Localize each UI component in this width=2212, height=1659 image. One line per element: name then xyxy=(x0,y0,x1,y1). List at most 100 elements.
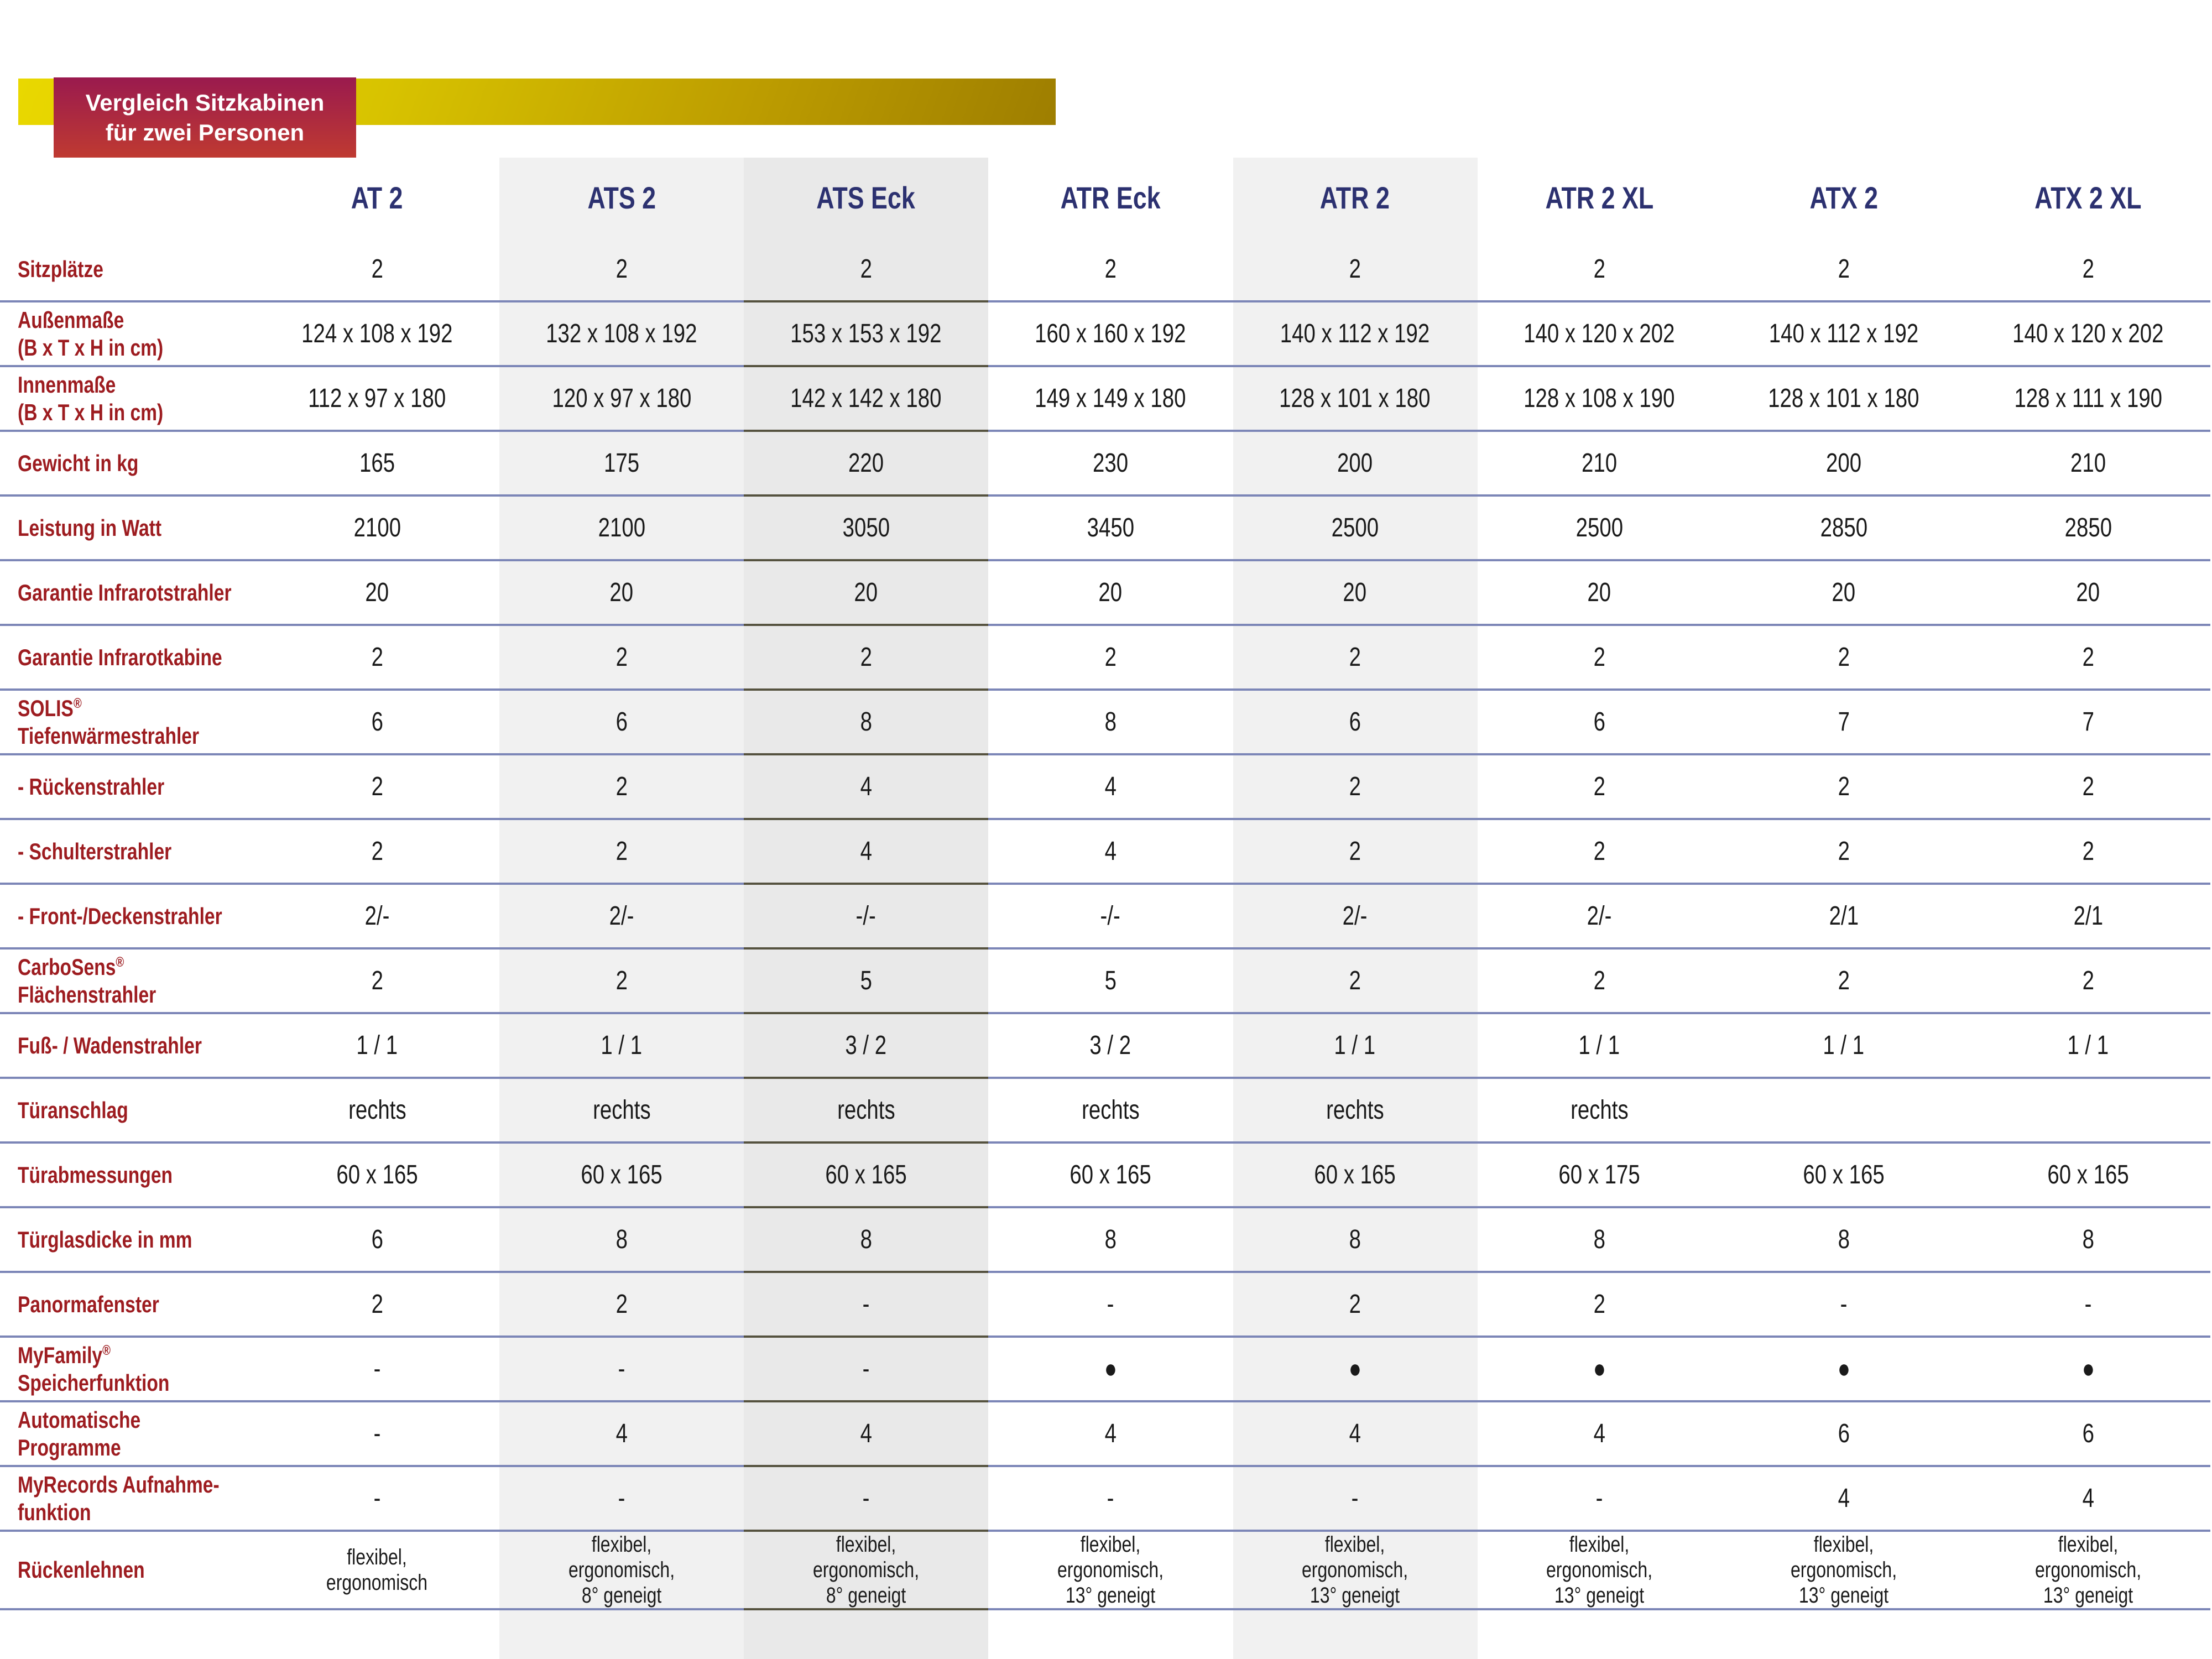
table-cell: 2850 xyxy=(1966,495,2210,561)
table-cell: 2/- xyxy=(255,884,499,950)
table-cell: 3450 xyxy=(988,495,1233,561)
table-cell: 2/1 xyxy=(1966,884,2210,950)
table-cell: 4 xyxy=(988,819,1233,885)
table-cell: 128 x 111 x 190 xyxy=(1966,366,2210,432)
table-cell: - xyxy=(255,1337,499,1402)
table-row: Außenmaße (B x T x H in cm) 124 x 108 x … xyxy=(0,301,2210,367)
table-cell: 1 / 1 xyxy=(255,1013,499,1079)
table-cell: 2 xyxy=(255,819,499,885)
table-cell: 160 x 160 x 192 xyxy=(988,301,1233,367)
table-cell: 2 xyxy=(255,238,499,302)
table-cell: 2 xyxy=(1721,819,1966,885)
table-cell: 2100 xyxy=(499,495,744,561)
table-cell: 153 x 153 x 192 xyxy=(744,301,988,367)
row-label: Rückenlehnen xyxy=(0,1531,255,1610)
table-row: Fuß- / Wadenstrahler 1 / 1 1 / 1 3 / 2 3… xyxy=(0,1013,2210,1079)
table-cell: flexibel, ergonomisch xyxy=(255,1531,499,1610)
table-cell: 165 xyxy=(255,431,499,497)
column-header-at2: AT 2 xyxy=(351,180,403,215)
table-cell: - xyxy=(1721,1272,1966,1338)
table-cell: 2 xyxy=(988,238,1233,302)
table-cell: 2500 xyxy=(1233,495,1477,561)
row-label-column-header xyxy=(0,158,255,238)
table-cell: - xyxy=(1233,1466,1477,1532)
row-label: Garantie Infrarotstrahler xyxy=(0,560,255,626)
table-cell: 128 x 101 x 180 xyxy=(1233,366,1477,432)
table-cell: 2 xyxy=(744,625,988,691)
column-header-atreck: ATR Eck xyxy=(1060,180,1161,215)
table-cell: 2 xyxy=(255,625,499,691)
table-row: Rückenlehnen flexibel, ergonomisch flexi… xyxy=(0,1531,2210,1610)
table-cell: rechts xyxy=(988,1078,1233,1144)
table-cell: - xyxy=(744,1466,988,1532)
table-cell: rechts xyxy=(744,1078,988,1144)
page-title: Vergleich Sitzkabinen für zwei Personen xyxy=(54,77,356,158)
table-cell: - xyxy=(1477,1466,1721,1532)
row-label: Automatische Programme xyxy=(0,1401,255,1467)
table-cell: 3050 xyxy=(744,495,988,561)
table-cell: 128 x 108 x 190 xyxy=(1477,366,1721,432)
table-cell: flexibel, ergonomisch, 13° geneigt xyxy=(1966,1531,2210,1610)
table-cell: 2 xyxy=(255,948,499,1014)
table-cell: - xyxy=(255,1466,499,1532)
table-cell: rechts xyxy=(1233,1078,1477,1144)
column-header-atr2xl: ATR 2 XL xyxy=(1545,180,1653,215)
table-cell: 60 x 165 xyxy=(1233,1142,1477,1208)
table-row: Panormafenster 2 2 - - 2 2 - - xyxy=(0,1272,2210,1338)
table-cell: 8 xyxy=(988,1207,1233,1273)
table-cell: 1 / 1 xyxy=(499,1013,744,1079)
row-label: - Schulterstrahler xyxy=(0,819,255,885)
table-row: Leistung in Watt 2100 2100 3050 3450 250… xyxy=(0,495,2210,561)
table-cell: flexibel, ergonomisch, 13° geneigt xyxy=(1233,1531,1477,1610)
table-row: Garantie Infrarotstrahler 20 20 20 20 20… xyxy=(0,560,2210,626)
table-cell: 8 xyxy=(744,1207,988,1273)
table-cell: 5 xyxy=(744,948,988,1014)
row-label: Innenmaße (B x T x H in cm) xyxy=(0,366,255,432)
comparison-table: AT 2 ATS 2 ATS Eck ATR Eck ATR 2 ATR 2 X… xyxy=(0,158,2210,1610)
table-cell: 2 xyxy=(1966,819,2210,885)
table-cell: -/- xyxy=(744,884,988,950)
table-cell: 6 xyxy=(1721,1401,1966,1467)
table-row: Türabmessungen 60 x 165 60 x 165 60 x 16… xyxy=(0,1142,2210,1208)
table-cell: 6 xyxy=(1966,1401,2210,1467)
table-cell: 128 x 101 x 180 xyxy=(1721,366,1966,432)
table-cell: - xyxy=(499,1337,744,1402)
table-cell: 140 x 112 x 192 xyxy=(1233,301,1477,367)
table-cell: 2 xyxy=(499,238,744,302)
table-cell: 20 xyxy=(1233,560,1477,626)
table-cell: 4 xyxy=(744,819,988,885)
row-label: Panormafenster xyxy=(0,1272,255,1338)
table-cell: 2 xyxy=(499,625,744,691)
table-cell: 20 xyxy=(1477,560,1721,626)
table-cell: ● xyxy=(988,1337,1233,1402)
table-cell: 2500 xyxy=(1477,495,1721,561)
table-cell: 2 xyxy=(744,238,988,302)
table-cell: - xyxy=(744,1272,988,1338)
row-label: Fuß- / Wadenstrahler xyxy=(0,1013,255,1079)
table-row: Sitzplätze 2 2 2 2 2 2 2 2 xyxy=(0,238,2210,302)
row-label: MyFamily® Speicherfunktion xyxy=(0,1337,255,1402)
table-row: - Rückenstrahler 2 2 4 4 2 2 2 2 xyxy=(0,754,2210,820)
table-cell: 60 x 165 xyxy=(255,1142,499,1208)
table-row: Türglasdicke in mm 6 8 8 8 8 8 8 8 xyxy=(0,1207,2210,1273)
table-cell: 140 x 112 x 192 xyxy=(1721,301,1966,367)
table-row: Garantie Infrarotkabine 2 2 2 2 2 2 2 2 xyxy=(0,625,2210,691)
row-label: Türabmessungen xyxy=(0,1142,255,1208)
table-cell: 2 xyxy=(1721,238,1966,302)
row-label: Außenmaße (B x T x H in cm) xyxy=(0,301,255,367)
table-cell: 1 / 1 xyxy=(1233,1013,1477,1079)
table-cell: 2 xyxy=(988,625,1233,691)
table-cell: 60 x 165 xyxy=(1966,1142,2210,1208)
row-label: MyRecords Aufnahme- funktion xyxy=(0,1466,255,1532)
table-cell: 8 xyxy=(988,690,1233,755)
table-cell: 8 xyxy=(1477,1207,1721,1273)
table-cell: 2/- xyxy=(1477,884,1721,950)
table-cell: 5 xyxy=(988,948,1233,1014)
table-cell: - xyxy=(988,1466,1233,1532)
table-row: Automatische Programme - 4 4 4 4 4 6 6 xyxy=(0,1401,2210,1467)
row-label: SOLIS® Tiefenwärmestrahler xyxy=(0,690,255,755)
table-cell: 2 xyxy=(1477,625,1721,691)
table-cell: - xyxy=(988,1272,1233,1338)
table-cell: 20 xyxy=(988,560,1233,626)
table-cell: 2 xyxy=(1966,238,2210,302)
